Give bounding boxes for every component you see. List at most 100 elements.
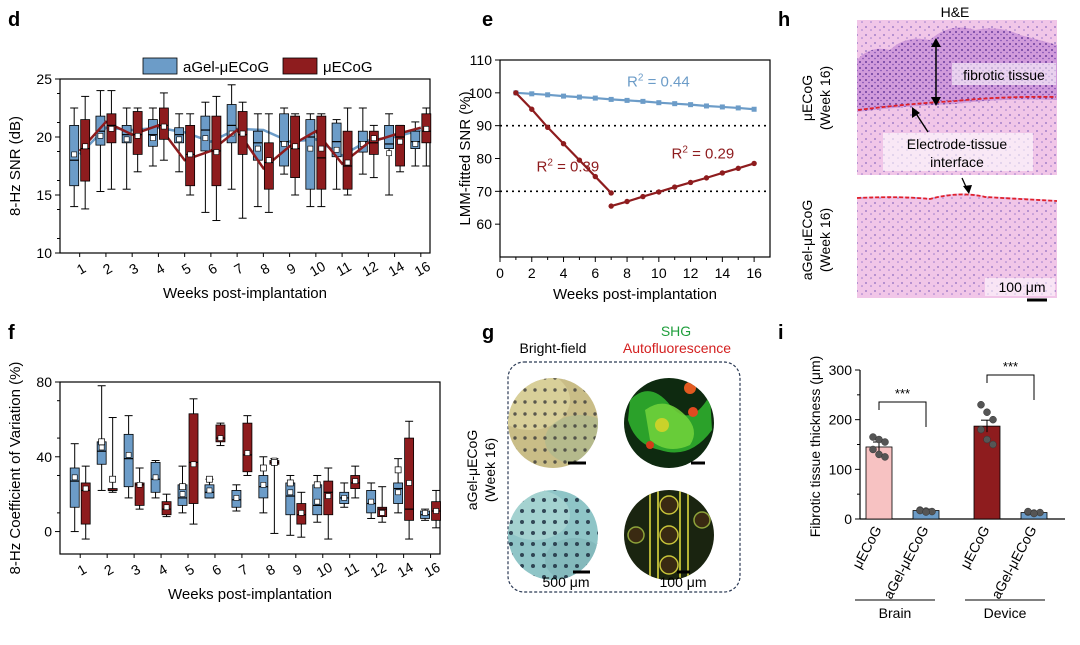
x-tick-label: 1 bbox=[74, 561, 89, 579]
mean-marker bbox=[82, 143, 88, 150]
y-tick-label: 40 bbox=[36, 449, 52, 465]
data-point bbox=[989, 415, 997, 424]
shg-image-top bbox=[624, 378, 714, 468]
y-tick-label: 80 bbox=[476, 151, 492, 167]
x-tick-label: 1 bbox=[74, 260, 89, 278]
x-tick-label: 12 bbox=[683, 265, 699, 281]
box-agel bbox=[410, 130, 421, 149]
fit-line-2 bbox=[610, 162, 755, 208]
box-uecog bbox=[132, 111, 143, 155]
mean-marker bbox=[98, 444, 105, 451]
h-bot-label-2: (Week 16) bbox=[817, 208, 833, 272]
mean-marker bbox=[239, 130, 246, 137]
data-point bbox=[881, 438, 889, 446]
y-tick-label: 300 bbox=[829, 362, 853, 378]
x-tick-label: 7 bbox=[236, 561, 251, 579]
panel-letter-d: d bbox=[8, 9, 20, 31]
image-group-frame bbox=[507, 361, 741, 593]
outlier-marker bbox=[260, 464, 267, 472]
data-point bbox=[977, 425, 985, 434]
box-uecog bbox=[215, 424, 226, 443]
x-axis-label: Weeks post-implantation bbox=[553, 286, 717, 303]
fit-point bbox=[545, 92, 551, 98]
panel-letter-h: h bbox=[778, 9, 790, 31]
h-bot-label-1: aGel-μECoG bbox=[799, 200, 815, 280]
mean-marker bbox=[71, 474, 78, 481]
g-side-label-1: aGel-μECoG bbox=[464, 430, 480, 510]
legend-label-uecog: μECoG bbox=[323, 59, 373, 76]
mean-marker bbox=[406, 480, 412, 486]
brightfield-image-top bbox=[508, 378, 598, 468]
x-tick-label: 6 bbox=[591, 265, 599, 281]
panel-letter-e: e bbox=[482, 9, 493, 31]
bright-field-label: Bright-field bbox=[520, 340, 587, 356]
box-uecog bbox=[242, 422, 253, 473]
mean-marker bbox=[368, 498, 374, 505]
mean-marker bbox=[281, 141, 287, 147]
fit-point bbox=[735, 105, 741, 111]
x-tick-label: 7 bbox=[231, 260, 246, 278]
scale-label-500: 500 μm bbox=[543, 574, 590, 590]
mean-marker bbox=[206, 487, 213, 494]
mean-marker bbox=[161, 123, 167, 130]
panel-h-images: H&E fibrotic tissue Electrode-tissue int… bbox=[799, 4, 1058, 302]
y-tick-label: 200 bbox=[829, 412, 853, 428]
x-tick-label: 4 bbox=[560, 265, 568, 281]
x-tick-label: 2 bbox=[528, 265, 536, 281]
y-tick-label: 0 bbox=[44, 524, 52, 540]
outlier-marker bbox=[179, 483, 186, 491]
outlier-marker bbox=[394, 466, 402, 474]
x-tick-label: 3 bbox=[128, 561, 143, 579]
fit-point bbox=[624, 198, 630, 205]
x-tick-label: 14 bbox=[385, 258, 407, 280]
mean-marker bbox=[125, 452, 132, 458]
x-tick-label: 14 bbox=[715, 265, 731, 281]
mean-marker bbox=[352, 478, 359, 484]
x-tick-label: 16 bbox=[412, 258, 434, 280]
mean-marker bbox=[134, 133, 141, 139]
r-squared-annotation: R2 = 0.39 bbox=[537, 158, 600, 176]
box-uecog bbox=[395, 125, 405, 167]
legend-swatch-uecog bbox=[282, 57, 318, 75]
box-agel bbox=[69, 467, 80, 508]
box-uecog bbox=[404, 437, 415, 521]
x-tick-label: 12 bbox=[359, 258, 381, 280]
x-tick-label: 11 bbox=[341, 559, 362, 580]
fit-point bbox=[688, 102, 694, 108]
fit-point bbox=[608, 190, 614, 196]
mean-marker bbox=[179, 491, 186, 497]
x-axis-label: Weeks post-implantation bbox=[168, 586, 332, 603]
x-tick-label: 8 bbox=[257, 260, 272, 278]
y-tick-label: 110 bbox=[470, 52, 493, 68]
fit-point bbox=[656, 189, 662, 195]
mean-marker bbox=[176, 136, 182, 143]
he-scale-label: 100 μm bbox=[999, 279, 1046, 295]
mean-marker bbox=[244, 450, 251, 456]
x-tick-label: 10 bbox=[651, 265, 667, 281]
panel-letter-i: i bbox=[778, 322, 784, 344]
x-tick-label: aGel-μECoG bbox=[988, 523, 1040, 602]
x-tick-label: μECoG bbox=[849, 523, 885, 571]
mean-marker bbox=[397, 138, 403, 145]
outlier-marker bbox=[313, 481, 321, 489]
mean-marker bbox=[386, 150, 392, 157]
panel-letter-g: g bbox=[482, 322, 494, 344]
mean-marker bbox=[433, 508, 439, 514]
fit-point bbox=[751, 106, 757, 112]
data-point bbox=[1030, 509, 1038, 518]
fit-point bbox=[735, 165, 741, 172]
mean-marker bbox=[379, 510, 385, 516]
mean-marker bbox=[255, 145, 261, 152]
box-agel bbox=[200, 115, 211, 152]
shg-label: SHG bbox=[661, 323, 691, 339]
mean-marker bbox=[163, 504, 170, 511]
x-tick-label: 4 bbox=[153, 260, 168, 278]
fit-point bbox=[513, 90, 519, 96]
mean-marker bbox=[325, 493, 332, 499]
y-tick-label: 0 bbox=[844, 511, 852, 527]
r-squared-annotation: R2 = 0.29 bbox=[672, 145, 735, 163]
r-squared-annotation: R2 = 0.44 bbox=[627, 72, 690, 90]
he-image-bottom bbox=[856, 183, 1058, 298]
interface-label-1: Electrode-tissue bbox=[907, 136, 1008, 152]
